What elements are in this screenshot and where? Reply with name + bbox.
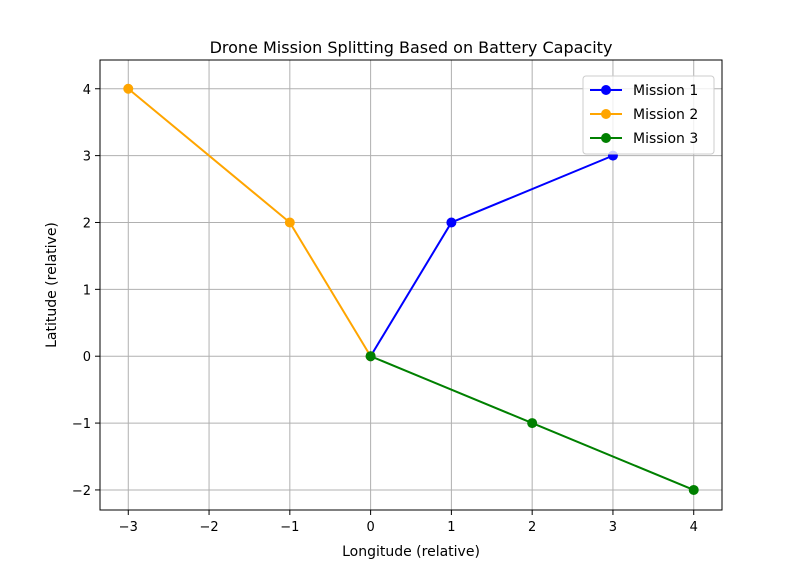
y-tick-label: −1 <box>72 417 91 432</box>
legend-label: Mission 1 <box>633 83 698 99</box>
axes-frame <box>99 59 723 511</box>
chart-title: Drone Mission Splitting Based on Battery… <box>210 38 613 57</box>
data-point <box>446 217 457 228</box>
x-tick-label: −1 <box>280 520 299 535</box>
series-1 <box>365 150 618 362</box>
ticks: −3 −2 −1 0 1 2 3 4 −2 −1 0 1 2 3 4 <box>72 83 698 535</box>
x-tick-label: −3 <box>119 520 138 535</box>
x-axis-label: Longitude (relative) <box>342 544 480 560</box>
x-tick-label: 2 <box>528 520 536 535</box>
y-tick-label: 1 <box>83 283 91 298</box>
legend-swatch-marker <box>601 109 611 119</box>
y-tick-label: 2 <box>83 216 91 231</box>
legend-swatch-marker <box>601 133 611 143</box>
legend: Mission 1 Mission 2 Mission 3 <box>582 75 715 155</box>
data-point <box>688 484 699 495</box>
legend-label: Mission 3 <box>633 131 698 147</box>
y-tick-label: 3 <box>83 150 91 165</box>
series-3 <box>365 351 699 495</box>
x-tick-label: 0 <box>366 520 374 535</box>
grid <box>100 60 722 510</box>
y-tick-label: 0 <box>83 350 91 365</box>
y-tick-label: −2 <box>72 484 91 499</box>
data-point <box>284 217 295 228</box>
data-point <box>365 351 376 362</box>
y-tick-label: 4 <box>83 83 91 98</box>
x-tick-label: −2 <box>199 520 218 535</box>
series-line <box>369 154 614 357</box>
data-point <box>123 83 134 94</box>
legend-box <box>582 75 715 155</box>
legend-label: Mission 2 <box>633 107 698 123</box>
x-tick-label: 3 <box>609 520 617 535</box>
series-group <box>123 83 699 495</box>
x-tick-label: 1 <box>447 520 455 535</box>
legend-swatch-marker <box>601 85 611 95</box>
data-point <box>527 418 538 429</box>
y-axis-label: Latitude (relative) <box>44 222 60 348</box>
x-tick-label: 4 <box>690 520 698 535</box>
